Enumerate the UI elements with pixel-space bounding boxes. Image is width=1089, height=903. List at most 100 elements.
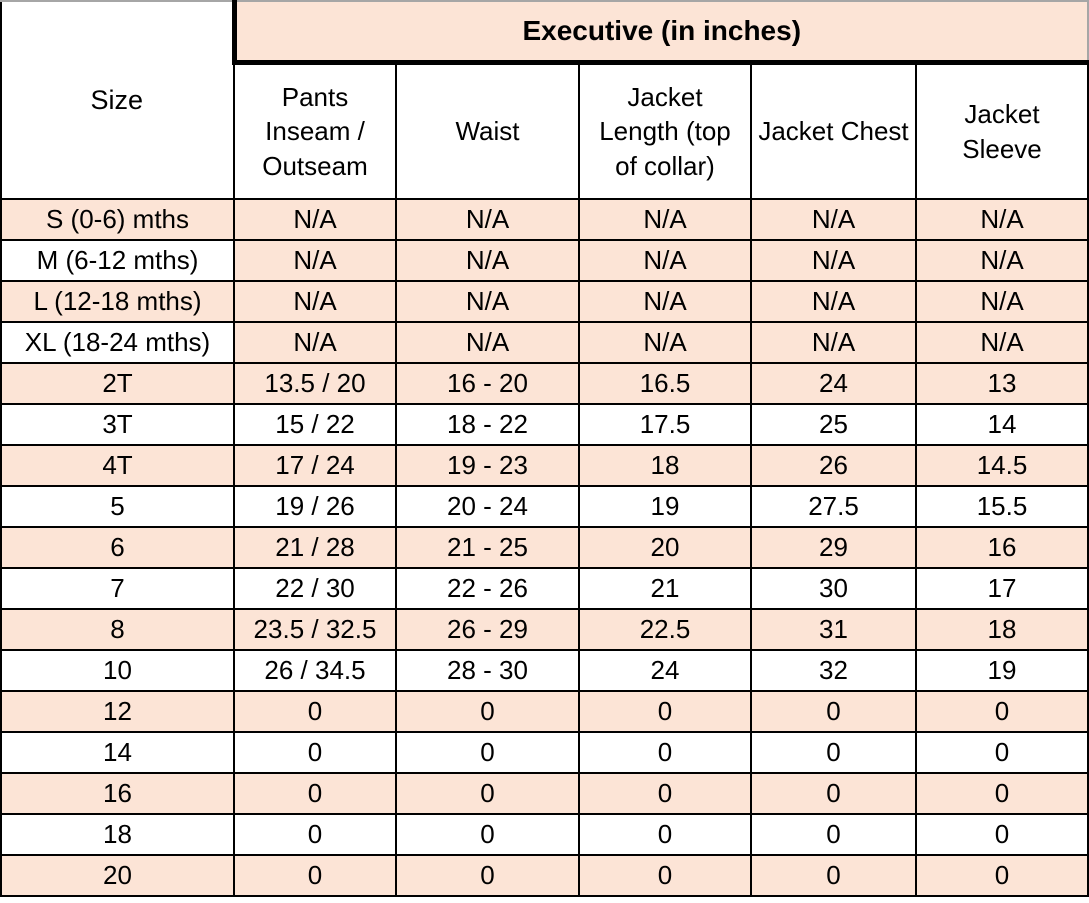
size-cell: 20: [0, 854, 235, 897]
value-cell: N/A: [750, 321, 917, 364]
value-cell: 0: [578, 690, 752, 733]
value-cell: N/A: [395, 239, 580, 282]
value-cell: 0: [914, 772, 1089, 815]
value-cell: 0: [233, 772, 397, 815]
value-cell: 0: [750, 772, 917, 815]
size-cell: 18: [0, 813, 235, 856]
value-cell: 0: [395, 690, 580, 733]
size-cell: 6: [0, 526, 235, 569]
value-cell: 24: [578, 649, 752, 692]
value-cell: 13.5 / 20: [233, 362, 397, 405]
value-cell: 21: [578, 567, 752, 610]
table-row: 3T 15 / 22 18 - 22 17.5 25 14: [0, 403, 1089, 446]
value-cell: 0: [395, 854, 580, 897]
table-row: S (0-6) mths N/A N/A N/A N/A N/A: [0, 198, 1089, 241]
value-cell: 0: [914, 854, 1089, 897]
value-cell: 28 - 30: [395, 649, 580, 692]
column-header: Jacket Sleeve: [914, 61, 1089, 200]
value-cell: 29: [750, 526, 917, 569]
value-cell: 19: [578, 485, 752, 528]
value-cell: 0: [750, 854, 917, 897]
size-cell: 14: [0, 731, 235, 774]
value-cell: N/A: [395, 280, 580, 323]
value-cell: 0: [578, 731, 752, 774]
column-header: Waist: [395, 61, 580, 200]
value-cell: 22 - 26: [395, 567, 580, 610]
value-cell: 19: [914, 649, 1089, 692]
value-cell: 0: [395, 813, 580, 856]
value-cell: 0: [395, 772, 580, 815]
table-row: L (12-18 mths) N/A N/A N/A N/A N/A: [0, 280, 1089, 323]
value-cell: 0: [750, 813, 917, 856]
value-cell: N/A: [233, 239, 397, 282]
table-row: 5 19 / 26 20 - 24 19 27.5 15.5: [0, 485, 1089, 528]
value-cell: 19 - 23: [395, 444, 580, 487]
value-cell: 23.5 / 32.5: [233, 608, 397, 651]
size-cell: 7: [0, 567, 235, 610]
value-cell: 0: [750, 731, 917, 774]
value-cell: 24: [750, 362, 917, 405]
value-cell: N/A: [578, 321, 752, 364]
value-cell: 19 / 26: [233, 485, 397, 528]
table-row: 4T 17 / 24 19 - 23 18 26 14.5: [0, 444, 1089, 487]
value-cell: 26 - 29: [395, 608, 580, 651]
table-row: 7 22 / 30 22 - 26 21 30 17: [0, 567, 1089, 610]
size-cell: M (6-12 mths): [0, 239, 235, 282]
size-cell: L (12-18 mths): [0, 280, 235, 323]
size-cell: S (0-6) mths: [0, 198, 235, 241]
table-row: 12 0 0 0 0 0: [0, 690, 1089, 733]
value-cell: 0: [395, 731, 580, 774]
value-cell: 15.5: [914, 485, 1089, 528]
size-cell: XL (18-24 mths): [0, 321, 235, 364]
value-cell: 26: [750, 444, 917, 487]
size-cell: 8: [0, 608, 235, 651]
value-cell: N/A: [233, 198, 397, 241]
value-cell: N/A: [914, 239, 1089, 282]
value-cell: N/A: [395, 198, 580, 241]
value-cell: 17: [914, 567, 1089, 610]
size-cell: 3T: [0, 403, 235, 446]
value-cell: 0: [233, 731, 397, 774]
value-cell: 22.5: [578, 608, 752, 651]
value-cell: 0: [233, 690, 397, 733]
value-cell: N/A: [578, 280, 752, 323]
table-row: 20 0 0 0 0 0: [0, 854, 1089, 897]
table-row: 2T 13.5 / 20 16 - 20 16.5 24 13: [0, 362, 1089, 405]
value-cell: 0: [750, 690, 917, 733]
value-cell: 0: [233, 813, 397, 856]
value-cell: N/A: [914, 321, 1089, 364]
value-cell: 14.5: [914, 444, 1089, 487]
column-header-row: Pants Inseam / Outseam Waist Jacket Length…: [1, 61, 1089, 200]
column-header: Pants Inseam / Outseam: [233, 61, 397, 200]
value-cell: 18: [578, 444, 752, 487]
value-cell: 0: [233, 854, 397, 897]
value-cell: 17 / 24: [233, 444, 397, 487]
value-cell: 27.5: [750, 485, 917, 528]
value-cell: N/A: [914, 198, 1089, 241]
value-cell: 20 - 24: [395, 485, 580, 528]
size-cell: 2T: [0, 362, 235, 405]
value-cell: 18 - 22: [395, 403, 580, 446]
value-cell: 16 - 20: [395, 362, 580, 405]
value-cell: 21 - 25: [395, 526, 580, 569]
table-row: 6 21 / 28 21 - 25 20 29 16: [0, 526, 1089, 569]
value-cell: N/A: [750, 239, 917, 282]
value-cell: N/A: [578, 198, 752, 241]
corner-header-size: Size: [0, 0, 235, 200]
value-cell: N/A: [395, 321, 580, 364]
value-cell: 0: [914, 731, 1089, 774]
value-cell: N/A: [233, 280, 397, 323]
table-row: XL (18-24 mths) N/A N/A N/A N/A N/A: [0, 321, 1089, 364]
table-row: 10 26 / 34.5 28 - 30 24 32 19: [0, 649, 1089, 692]
value-cell: 18: [914, 608, 1089, 651]
value-cell: 31: [750, 608, 917, 651]
size-cell: 4T: [0, 444, 235, 487]
column-header: Jacket Length (top of collar): [578, 61, 752, 200]
value-cell: 16: [914, 526, 1089, 569]
table-row: M (6-12 mths) N/A N/A N/A N/A N/A: [0, 239, 1089, 282]
table-row: 16 0 0 0 0 0: [0, 772, 1089, 815]
size-cell: 16: [0, 772, 235, 815]
value-cell: N/A: [578, 239, 752, 282]
table-row: 8 23.5 / 32.5 26 - 29 22.5 31 18: [0, 608, 1089, 651]
